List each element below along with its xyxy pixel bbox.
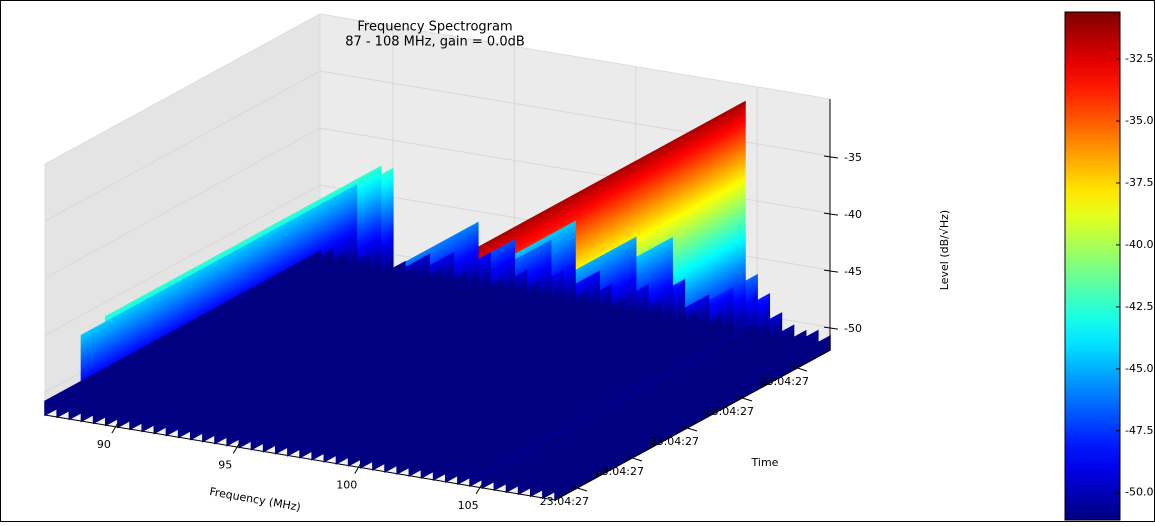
x-tick-label: 90 xyxy=(97,438,111,451)
tick-mark xyxy=(735,395,753,402)
colorbar-tick-label: -37.5 xyxy=(1125,176,1153,189)
colorbar: -32.5 -35.0 -37.5 -40.0 -42.5 -45.0 -47.5 -50.0 xyxy=(1064,11,1153,521)
tick-mark xyxy=(823,212,839,216)
chart-subtitle: 87 - 108 MHz, gain = 0.0dB xyxy=(345,35,525,50)
colorbar-tick-label: -45.0 xyxy=(1125,362,1153,375)
tick-mark xyxy=(823,326,839,330)
tick-mark xyxy=(625,455,643,462)
axes: 90 95 100 105 23:04:27 23:04:27 23:04:27 23:04:… xyxy=(44,99,862,512)
tick-mark xyxy=(475,483,483,495)
z-tick-label: -45 xyxy=(844,265,862,278)
colorbar-tick-label: -50.0 xyxy=(1125,486,1153,499)
x-tick-label: 95 xyxy=(218,458,232,471)
chart-title: Frequency Spectrogram xyxy=(357,20,512,35)
axis-line xyxy=(44,414,556,501)
z-tick-label: -35 xyxy=(844,151,862,164)
z-tick-label: -40 xyxy=(844,208,862,221)
colorbar-tick-label: -32.5 xyxy=(1125,52,1153,65)
x-tick-label: 100 xyxy=(336,479,357,492)
colorbar-tick-label: -35.0 xyxy=(1125,114,1153,127)
tick-mark xyxy=(680,425,698,432)
colorbar-tick-label: -47.5 xyxy=(1125,424,1153,437)
tick-mark xyxy=(823,155,839,159)
time-tick-label: 23:04:27 xyxy=(540,495,589,508)
time-tick-label: 23:04:27 xyxy=(705,405,754,418)
tick-mark xyxy=(823,269,839,273)
colorbar-tick-label: -42.5 xyxy=(1125,300,1153,313)
axis-line xyxy=(554,349,831,501)
tick-mark xyxy=(354,463,362,474)
tick-mark xyxy=(111,422,119,434)
grid-line xyxy=(44,70,831,222)
walls xyxy=(44,100,831,502)
tick-mark xyxy=(570,485,588,492)
colorbar-scale xyxy=(1064,11,1121,521)
tick-mark xyxy=(790,365,808,372)
colorbar-tick-label: -40.0 xyxy=(1125,238,1153,251)
spectrum-wall xyxy=(44,250,321,417)
z-tick-label: -50 xyxy=(844,322,862,335)
z-axis-label: Level (dB/√Hz) xyxy=(938,210,951,290)
time-axis-label: Time xyxy=(751,456,779,469)
time-tick-label: 23:04:27 xyxy=(760,375,809,388)
tick-mark xyxy=(232,443,240,454)
time-tick-label: 23:04:27 xyxy=(595,465,644,478)
time-tick-label: 23:04:27 xyxy=(650,435,699,448)
x-tick-label: 105 xyxy=(458,499,479,512)
